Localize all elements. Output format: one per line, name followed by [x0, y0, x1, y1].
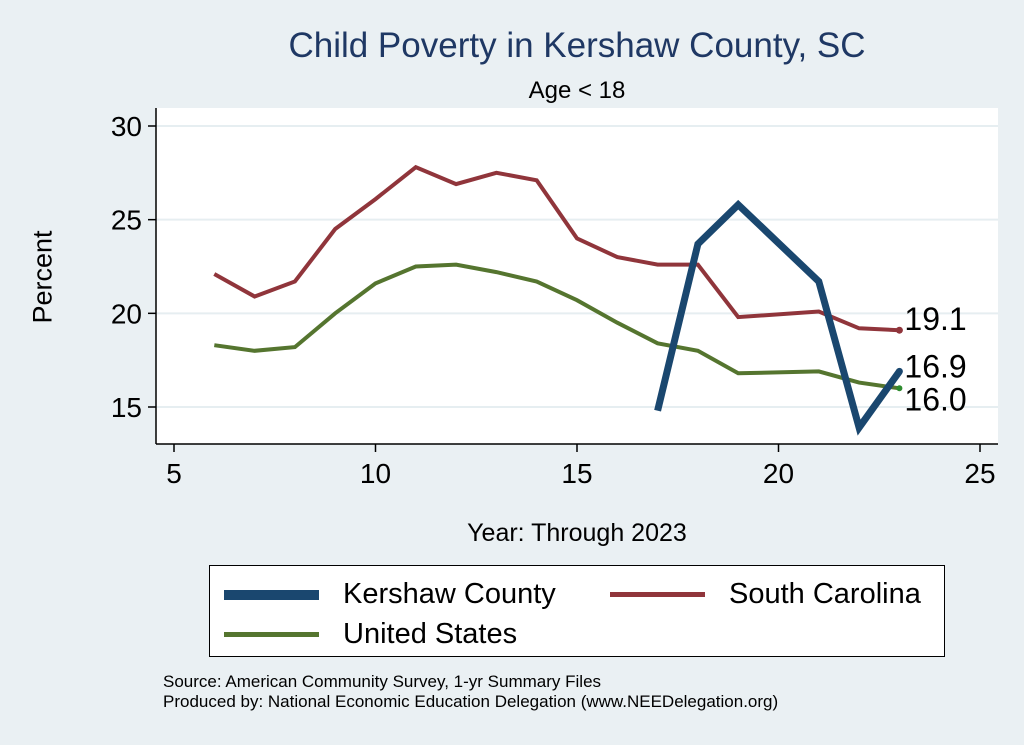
legend-item-united-states: United States — [224, 618, 517, 651]
legend-label-south-carolina: South Carolina — [729, 578, 921, 610]
legend-item-kershaw: Kershaw County — [224, 578, 556, 611]
x-ticks: 5 10 15 20 25 — [166, 444, 996, 489]
series-line-united-states — [214, 262, 900, 391]
end-label-united-states: 16.0 — [904, 381, 966, 417]
source-line: Source: American Community Survey, 1-yr … — [163, 672, 602, 691]
y-tick-label-15: 15 — [111, 392, 142, 423]
plot-region — [156, 108, 998, 444]
producer-line: Produced by: National Economic Education… — [163, 692, 779, 711]
end-label-south-carolina: 19.1 — [904, 301, 966, 337]
x-axis-label: Year: Through 2023 — [467, 519, 687, 547]
y-ticks: 15 20 25 30 — [111, 111, 156, 423]
legend-label-kershaw: Kershaw County — [343, 578, 556, 610]
source-note: Source: American Community Survey, 1-yr … — [163, 672, 778, 712]
series-line-kershaw-county — [654, 199, 903, 436]
series-line-south-carolina — [213, 164, 900, 333]
chart-subtitle: Age < 18 — [528, 77, 626, 104]
legend-swatch-south-carolina — [610, 592, 705, 597]
x-tick-label-20: 20 — [763, 458, 794, 489]
end-label-kershaw-county: 16.9 — [904, 348, 966, 384]
chart-title: Child Poverty in Kershaw County, SC — [288, 26, 866, 65]
series-endpoint-south-carolina — [895, 326, 903, 334]
x-tick-label-10: 10 — [360, 458, 391, 489]
x-tick-label-5: 5 — [166, 458, 182, 489]
legend-swatch-united-states — [224, 632, 319, 637]
legend-label-united-states: United States — [343, 618, 518, 650]
legend-item-south-carolina: South Carolina — [610, 578, 921, 611]
series-group — [213, 164, 903, 436]
x-tick-label-25: 25 — [964, 458, 995, 489]
gridlines — [156, 125, 998, 408]
y-tick-label-25: 25 — [111, 205, 142, 236]
legend-swatch-kershaw — [224, 589, 319, 600]
x-tick-label-15: 15 — [561, 458, 592, 489]
end-labels: 16.9 19.1 16.0 — [904, 301, 966, 417]
y-tick-label-20: 20 — [111, 298, 142, 329]
series-endpoint-kershaw-county — [895, 367, 903, 375]
legend: Kershaw County South Carolina United Sta… — [209, 565, 945, 657]
y-axis-label: Percent — [27, 230, 58, 324]
y-tick-label-30: 30 — [111, 111, 142, 142]
series-endpoint-united-states — [896, 385, 903, 392]
